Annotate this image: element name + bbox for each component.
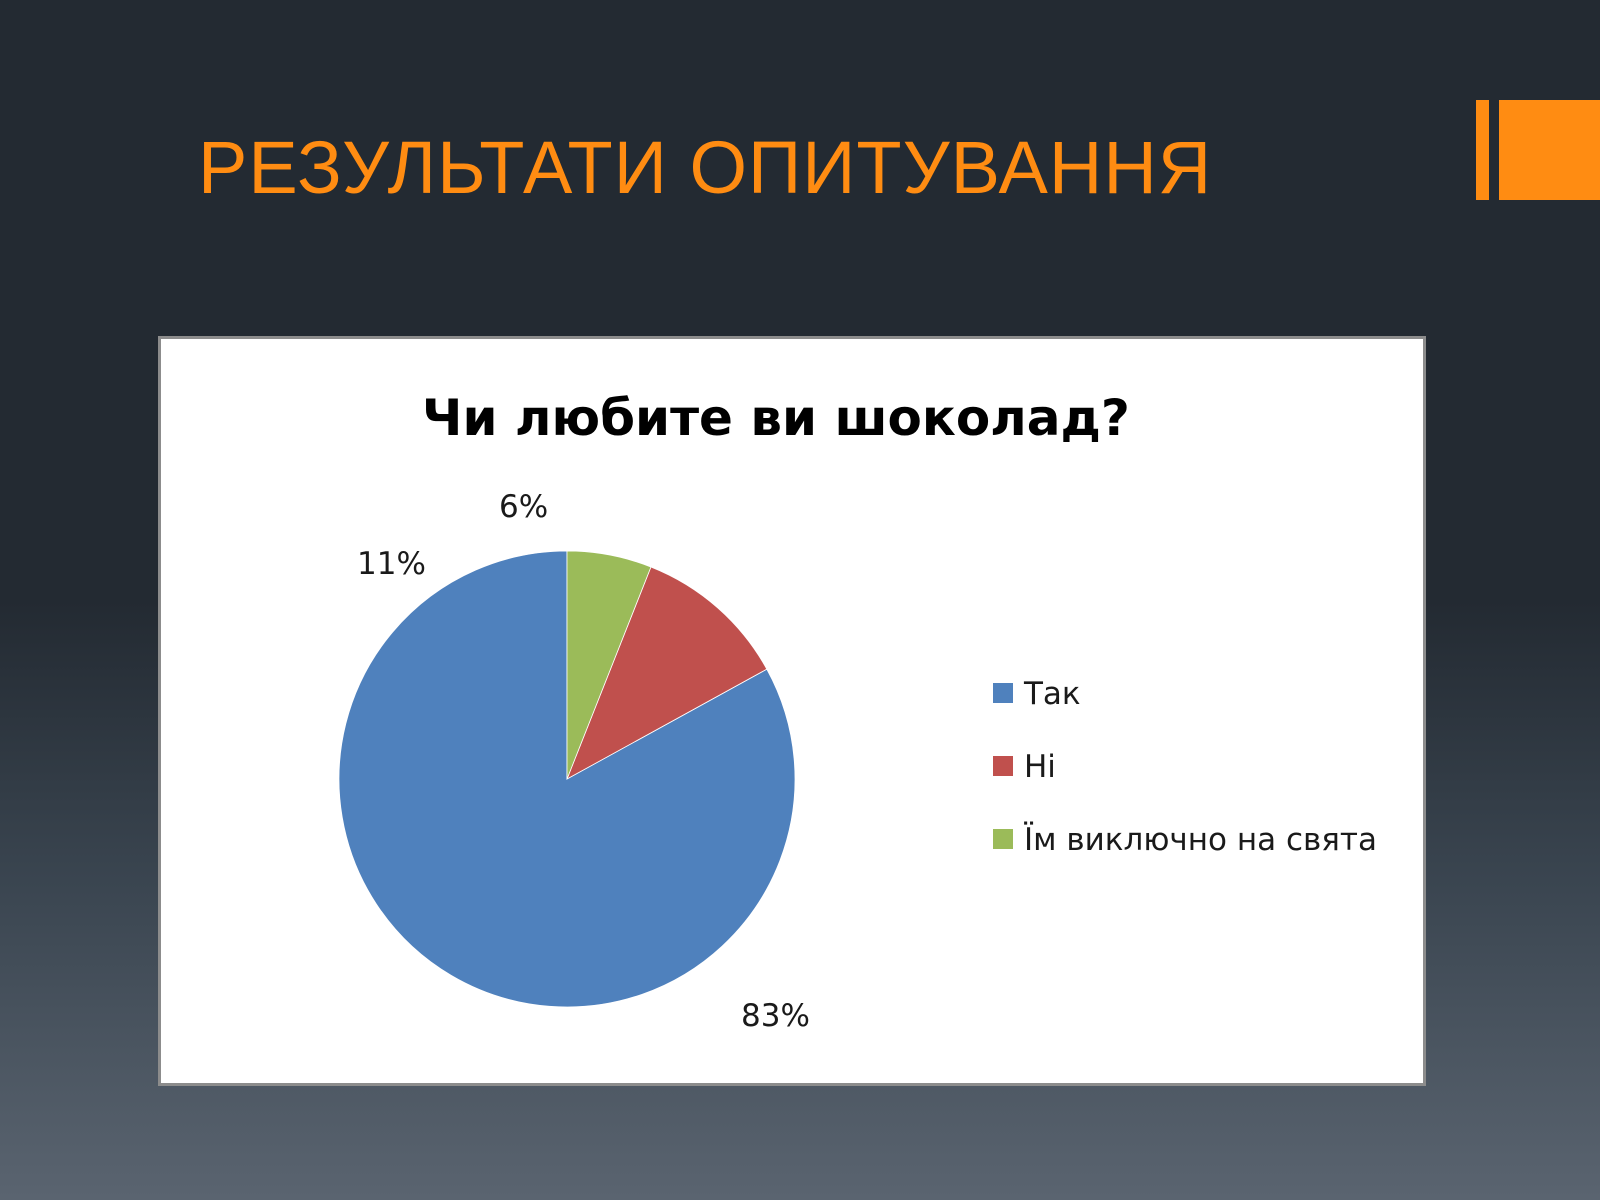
legend-label-1: Так [1023,676,1081,712]
pie-data-labels: 83% 11% 6% [357,489,810,1034]
pie-slice-3 [566,550,652,780]
pie-data-label-1: 83% [741,998,810,1034]
pie-chart: Чи любите ви шоколад? 83% 11% 6% Так Ні Їм в… [338,389,1377,1034]
slide-title: РЕЗУЛЬТАТИ ОПИТУВАННЯ [198,126,1213,209]
chart-title: Чи любите ви шоколад? [422,389,1130,447]
chart-legend: Так Ні Їм виключно на свята [993,676,1377,858]
chart-frame: Чи любите ви шоколад? 83% 11% 6% Так Ні Їм в… [158,336,1426,1086]
legend-swatch-1 [993,683,1013,703]
legend-label-2: Ні [1024,749,1056,785]
decorative-bar [1476,100,1489,200]
legend-label-3: Їм виключно на свята [1024,822,1377,858]
legend-swatch-3 [993,829,1013,849]
pie-data-label-3: 6% [499,489,548,525]
legend-swatch-2 [993,756,1013,776]
pie-slice-2 [566,566,768,780]
pie-slices [338,550,796,1008]
pie-data-label-2: 11% [357,546,426,582]
decorative-block [1499,100,1600,200]
